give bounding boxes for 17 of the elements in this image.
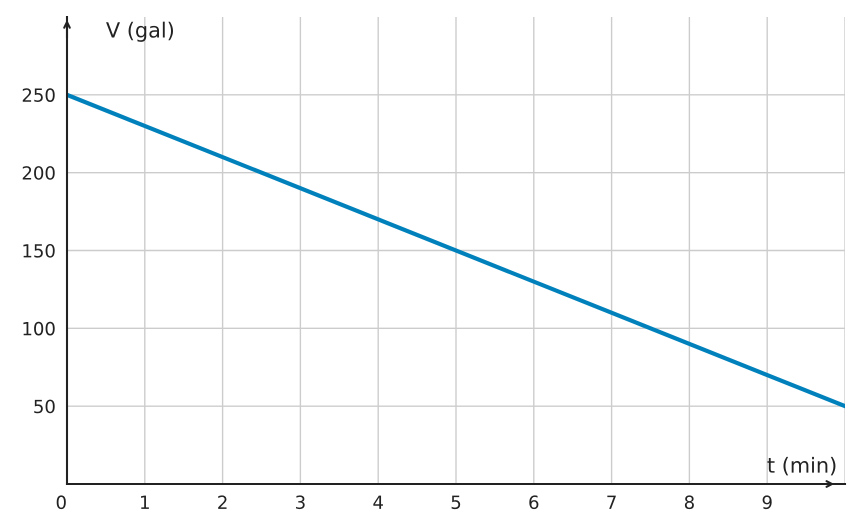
x-tick-label: 8 <box>684 495 694 510</box>
y-tick-label: 250 <box>22 88 55 102</box>
y-tick-label: 50 <box>34 400 55 414</box>
x-tick-label: 7 <box>607 496 616 509</box>
x-tick-label: 0 <box>56 495 66 510</box>
y-tick-label: 200 <box>22 166 55 180</box>
y-tick-label: 150 <box>23 244 55 258</box>
x-tick-label: 6 <box>529 495 538 510</box>
y-tick-label: 100 <box>23 322 55 336</box>
x-tick-label: 1 <box>141 496 149 509</box>
x-tick-label: 9 <box>762 495 772 510</box>
x-tick-label: 2 <box>218 495 227 509</box>
x-tick-label: 4 <box>373 496 383 509</box>
y-axis-title: V (gal) <box>106 22 174 42</box>
x-tick-label: 5 <box>452 496 460 510</box>
x-tick-label: 3 <box>296 495 305 510</box>
x-axis-title: t (min) <box>767 456 836 476</box>
